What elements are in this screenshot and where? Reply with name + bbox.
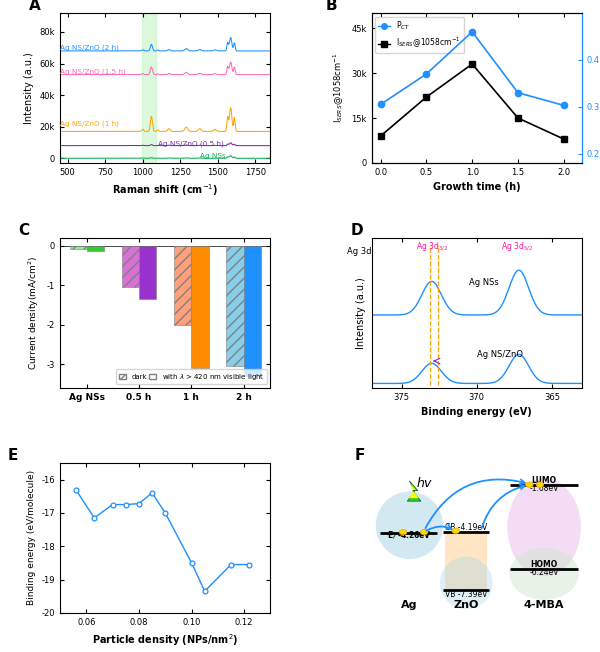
Bar [174,246,191,325]
Text: Ag NS/ZnO (1 h): Ag NS/ZnO (1 h) [60,120,119,126]
Text: VB -7.39eV: VB -7.39eV [445,589,487,599]
Ellipse shape [509,548,579,600]
Text: Ag: Ag [401,600,418,610]
FancyArrowPatch shape [425,479,525,528]
Y-axis label: I$_{SERS}$@1058cm$^{-1}$: I$_{SERS}$@1058cm$^{-1}$ [331,53,346,123]
Circle shape [400,529,407,535]
Text: E$_f$ -4.26eV: E$_f$ -4.26eV [387,529,432,542]
X-axis label: Raman shift (cm$^{-1}$): Raman shift (cm$^{-1}$) [112,183,218,198]
Polygon shape [407,481,421,501]
Bar [244,246,261,376]
Y-axis label: Current density(mA/cm$^2$): Current density(mA/cm$^2$) [27,256,41,370]
Legend: dark, with $\lambda$ > 420 nm visible light: dark, with $\lambda$ > 420 nm visible li… [116,369,267,385]
X-axis label: Particle density (NPs/nm$^2$): Particle density (NPs/nm$^2$) [92,632,238,648]
Ellipse shape [507,479,581,576]
Text: Ag 3d$_{3/2}$: Ag 3d$_{3/2}$ [416,241,448,253]
Text: D: D [350,223,363,238]
Bar [191,246,209,368]
Circle shape [536,482,544,487]
Text: Ag 3d$_{5/2}$: Ag 3d$_{5/2}$ [501,241,533,253]
Ellipse shape [376,492,443,559]
Bar [122,246,139,288]
Text: -1.68eV: -1.68eV [529,484,559,493]
Text: Ag NSs: Ag NSs [469,278,499,287]
Bar [142,13,156,163]
Text: Ag NS/ZnO (1.5 h): Ag NS/ZnO (1.5 h) [60,68,126,74]
Text: -6.24eV: -6.24eV [529,568,559,577]
Polygon shape [409,483,419,498]
Y-axis label: Intensity (a.u.): Intensity (a.u.) [356,277,366,349]
Text: HOMO: HOMO [530,559,558,569]
Text: ZnO: ZnO [454,600,479,610]
Bar [139,246,157,299]
Text: CB -4.19eV: CB -4.19eV [445,523,487,532]
Circle shape [452,528,460,533]
Legend: P$_{CT}$, I$_{SERS}$@1058cm$^{-1}$: P$_{CT}$, I$_{SERS}$@1058cm$^{-1}$ [376,17,464,53]
Text: $hv$: $hv$ [416,476,433,490]
X-axis label: Growth time (h): Growth time (h) [433,183,521,192]
Text: Ag NS/ZnO (2 h): Ag NS/ZnO (2 h) [60,44,119,51]
Text: LUMO: LUMO [532,476,557,484]
Text: 4-MBA: 4-MBA [524,600,565,610]
FancyArrowPatch shape [482,485,525,528]
Bar [70,246,87,248]
Text: Ag NSs: Ag NSs [200,153,226,159]
Y-axis label: Binding energy (eV/molecule): Binding energy (eV/molecule) [27,470,36,606]
Text: A: A [28,0,40,13]
Text: B: B [325,0,337,13]
X-axis label: Binding energy (eV): Binding energy (eV) [421,408,532,417]
Text: C: C [18,223,29,238]
Y-axis label: Intensity (a.u.): Intensity (a.u.) [24,52,34,124]
Text: F: F [355,448,365,463]
Bar [87,246,104,250]
Bar [226,246,244,366]
Ellipse shape [440,557,493,609]
Text: Ag NS/ZnO: Ag NS/ZnO [477,349,523,359]
Circle shape [421,529,428,535]
FancyArrowPatch shape [427,525,451,531]
Text: Ag 3d: Ag 3d [347,246,371,256]
Text: E: E [7,448,18,463]
Polygon shape [445,531,487,591]
Text: Ag NS/ZnO (0.5 h): Ag NS/ZnO (0.5 h) [158,140,223,147]
Circle shape [526,482,533,487]
